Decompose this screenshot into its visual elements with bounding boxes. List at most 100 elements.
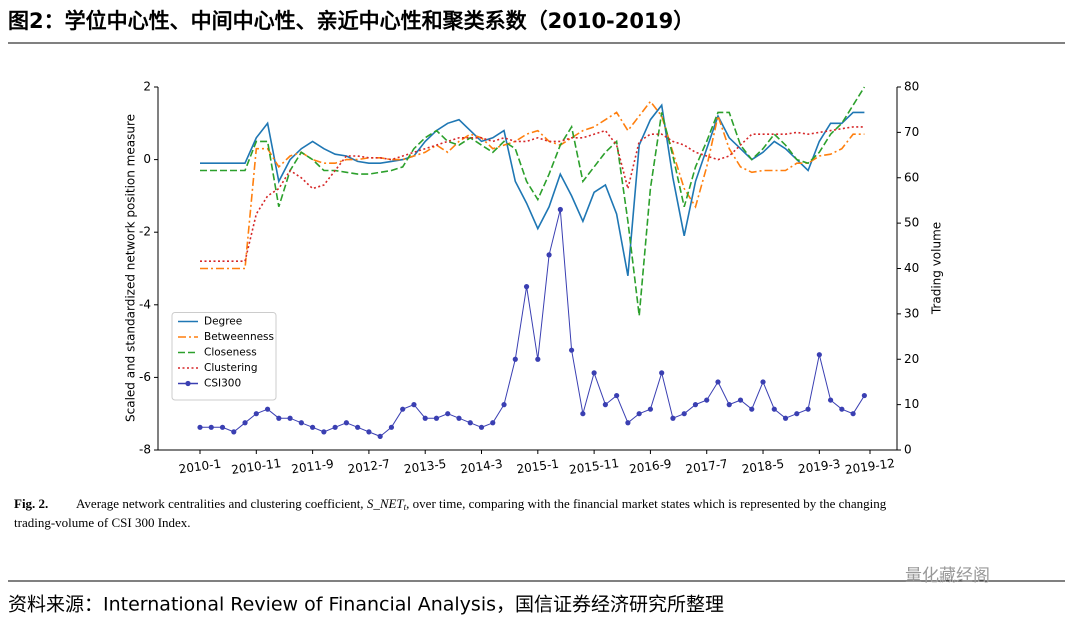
x-tick-label: 2015-1	[516, 457, 560, 477]
legend-box	[171, 312, 277, 401]
point	[568, 347, 575, 353]
legend-label: CSI300	[204, 378, 241, 390]
point	[197, 424, 203, 430]
point	[749, 406, 755, 412]
x-tick-label: 2019-12	[844, 456, 896, 477]
y2-axis-title: Trading volume	[930, 222, 944, 315]
point	[501, 402, 507, 408]
x-tick-label: 2013-5	[403, 457, 447, 477]
legend-label: Betweenness	[204, 331, 274, 343]
x-tick-label: 2012-7	[347, 457, 391, 477]
point	[276, 415, 282, 421]
y-tick-label: -2	[139, 225, 151, 239]
x-tick-label: 2010-11	[230, 456, 282, 477]
x-tick-label: 2015-11	[568, 456, 620, 477]
point	[614, 392, 620, 399]
point	[287, 415, 293, 421]
y-tick-label: 0	[143, 152, 151, 166]
point	[681, 411, 687, 417]
caption-symbol: S_NET	[367, 496, 405, 511]
point	[343, 420, 349, 426]
point	[400, 406, 406, 412]
series-line	[200, 126, 865, 262]
point	[366, 429, 372, 435]
point	[726, 402, 732, 408]
point	[546, 252, 552, 258]
watermark: 量化藏经阁	[905, 566, 990, 586]
y-tick-label: -4	[139, 297, 151, 311]
x-tick-label: 2011-9	[291, 457, 335, 477]
point	[850, 411, 856, 417]
point	[253, 411, 259, 417]
caption-before: Average network centralities and cluster…	[76, 496, 364, 511]
caption-line2: trading-volume of CSI 300 Index.	[14, 515, 191, 530]
point	[490, 420, 496, 426]
y2-tick-label: 20	[904, 352, 919, 366]
point	[557, 206, 563, 213]
point	[264, 406, 271, 412]
point	[478, 424, 485, 430]
point	[310, 424, 316, 430]
point	[523, 284, 530, 290]
point	[422, 415, 428, 421]
point	[805, 406, 811, 412]
point	[456, 415, 462, 421]
y-tick-label: -8	[139, 443, 151, 457]
caption-text: Average network centralities and cluster…	[76, 496, 887, 512]
point	[816, 352, 822, 358]
point	[861, 392, 867, 399]
point	[827, 397, 834, 403]
legend-label: Closeness	[204, 347, 257, 359]
x-tick-label: 2016-9	[628, 457, 672, 477]
point	[242, 420, 248, 426]
point	[760, 379, 766, 385]
point	[231, 429, 237, 435]
point	[771, 406, 777, 412]
x-tick-label: 2017-7	[685, 457, 729, 477]
legend-label: Degree	[204, 316, 242, 328]
point	[625, 420, 631, 426]
caption-subscript: t	[404, 502, 407, 512]
series-line	[200, 103, 865, 276]
caption-after: , over time, comparing with the financia…	[406, 496, 887, 511]
point	[298, 420, 304, 426]
point	[602, 402, 608, 408]
y-tick-label: 2	[143, 80, 151, 94]
point	[445, 411, 451, 417]
point	[692, 402, 699, 408]
source: 资料来源：International Review of Financial A…	[8, 594, 724, 616]
x-tick-label: 2014-3	[459, 457, 503, 477]
point	[715, 379, 721, 385]
y2-tick-label: 10	[904, 397, 919, 411]
caption-label: Fig. 2.	[14, 496, 48, 511]
point	[388, 424, 395, 430]
y2-tick-label: 50	[904, 216, 919, 230]
legend-label: Clustering	[204, 362, 258, 374]
point	[591, 370, 597, 376]
point	[535, 356, 541, 362]
point	[704, 397, 710, 403]
series-line	[200, 100, 865, 270]
point	[737, 397, 744, 403]
point	[208, 424, 214, 430]
point	[467, 420, 473, 426]
page-title: 图2：学位中心性、中间中心性、亲近中心性和聚类系数（2010-2019）	[8, 9, 694, 33]
point	[580, 411, 586, 417]
y2-tick-label: 40	[904, 261, 919, 275]
y2-tick-label: 60	[904, 170, 919, 184]
y2-tick-label: 80	[904, 80, 919, 94]
x-tick-label: 2018-5	[741, 457, 785, 477]
x-tick-label: 2019-3	[797, 457, 841, 477]
point	[411, 402, 417, 408]
point	[794, 411, 800, 417]
y2-tick-label: 30	[904, 306, 919, 320]
point	[782, 415, 789, 421]
point	[321, 429, 327, 435]
point	[377, 433, 383, 439]
point	[332, 424, 338, 430]
legend-marker	[185, 380, 191, 387]
y-axis-title: Scaled and standardized network position…	[124, 114, 138, 422]
point	[433, 415, 440, 421]
